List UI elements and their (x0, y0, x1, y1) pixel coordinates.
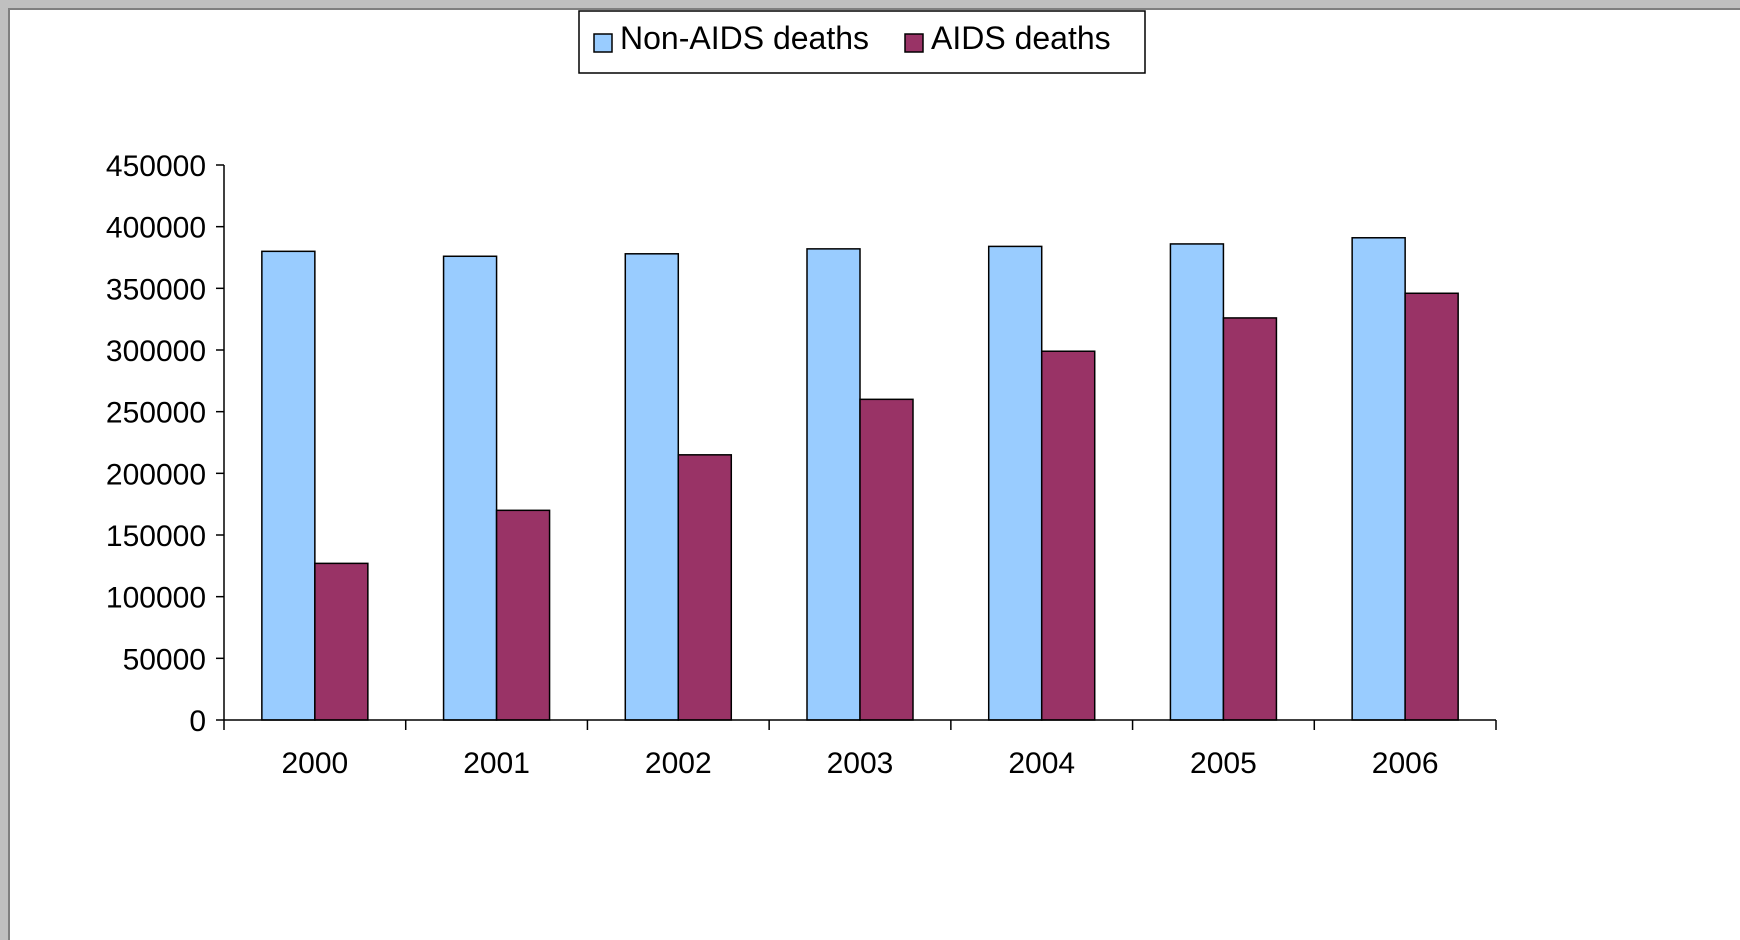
y-tick-label-250000: 250000 (106, 397, 206, 430)
bar-aids-2001 (495, 509, 551, 721)
legend: Non-AIDS deaths AIDS deaths (578, 10, 1146, 74)
bars (261, 237, 1459, 721)
bar-aids-2006 (1404, 292, 1459, 721)
legend-swatch-aids (904, 33, 924, 53)
bar-aids-2004 (1040, 350, 1096, 721)
legend-label-aids: AIDS deaths (931, 20, 1111, 56)
chart-frame: Non-AIDS deaths AIDS deaths 0 50000 100000… (8, 8, 1740, 940)
x-tick-label-2002: 2002 (645, 747, 712, 780)
y-tick-label-50000: 50000 (123, 643, 206, 676)
bar-non-aids-2000 (261, 250, 316, 721)
bar-aids-2000 (314, 562, 369, 721)
bar-non-aids-2002 (624, 253, 680, 721)
bar-non-aids-2004 (987, 245, 1043, 721)
y-axis: 0 50000 100000 150000 200000 250000 300000 3500… (106, 150, 225, 738)
y-tick-label-100000: 100000 (106, 582, 206, 615)
x-axis: 2000 2001 2002 2003 2004 2005 2006 (223, 719, 1497, 780)
y-tick-label-450000: 450000 (106, 150, 206, 183)
legend-box (578, 10, 1146, 74)
bar-aids-2005 (1222, 317, 1278, 721)
bar-aids-2002 (677, 454, 733, 721)
y-tick-label-350000: 350000 (106, 273, 206, 306)
y-tick-label-0: 0 (189, 705, 206, 738)
x-tick-label-2003: 2003 (827, 747, 894, 780)
bar-non-aids-2006 (1351, 237, 1406, 721)
legend-label-non-aids: Non-AIDS deaths (620, 20, 869, 56)
x-tick-label-2005: 2005 (1190, 747, 1257, 780)
y-tick-label-150000: 150000 (106, 520, 206, 553)
y-tick-label-300000: 300000 (106, 335, 206, 368)
y-tick-label-200000: 200000 (106, 458, 206, 491)
bar-aids-2003 (859, 398, 914, 721)
x-tick-label-2001: 2001 (463, 747, 530, 780)
bar-non-aids-2001 (442, 255, 498, 721)
x-tick-label-2006: 2006 (1372, 747, 1439, 780)
bar-non-aids-2005 (1169, 243, 1225, 721)
x-tick-label-2004: 2004 (1008, 747, 1075, 780)
y-tick-label-400000: 400000 (106, 212, 206, 245)
legend-swatch-non-aids (593, 33, 613, 53)
plot-area: 0 50000 100000 150000 200000 250000 300000 3500… (106, 150, 1497, 780)
bar-chart: Non-AIDS deaths AIDS deaths 0 50000 100000… (106, 10, 1497, 780)
x-tick-label-2000: 2000 (281, 747, 348, 780)
bar-non-aids-2003 (806, 248, 861, 721)
